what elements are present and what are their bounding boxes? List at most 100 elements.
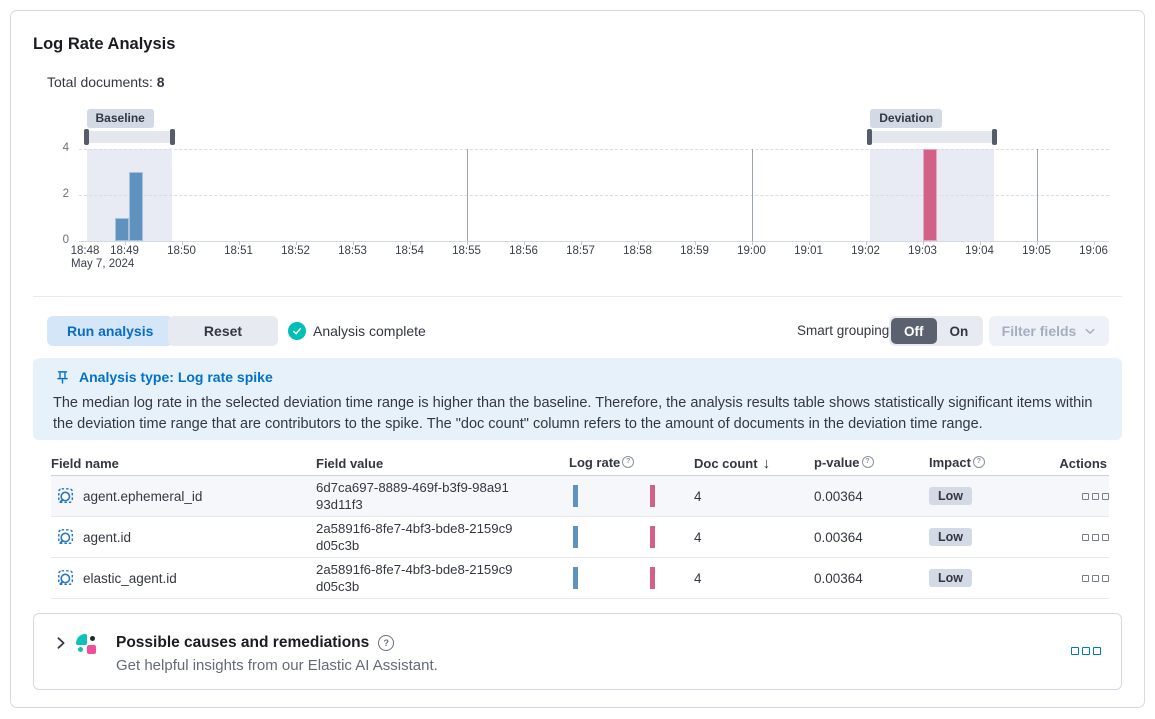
x-tick-label: 19:05	[1022, 245, 1051, 257]
section-divider	[33, 296, 1122, 297]
log-rate-mini-chart	[569, 483, 665, 509]
field-name: elastic_agent.id	[83, 570, 177, 586]
filter-fields-button[interactable]: Filter fields	[989, 316, 1109, 346]
baseline-mini-bar	[573, 485, 578, 507]
chevron-right-icon[interactable]	[54, 636, 68, 650]
question-icon[interactable]: ?	[378, 635, 395, 651]
page-title: Log Rate Analysis	[33, 35, 176, 53]
analysis-type-callout: Analysis type: Log rate spike The median…	[33, 358, 1122, 440]
callout-body: The median log rate in the selected devi…	[53, 395, 1093, 432]
baseline-brush[interactable]	[83, 129, 175, 145]
col-field-value[interactable]: Field value	[316, 456, 384, 471]
log-rate-mini-chart	[569, 565, 665, 591]
axis-tick	[979, 241, 981, 245]
total-documents-label: Total documents:	[47, 74, 153, 90]
baseline-badge[interactable]: Baseline	[86, 109, 154, 128]
insights-actions-menu-icon[interactable]	[1071, 647, 1101, 655]
doc-count-value: 4	[694, 488, 702, 504]
baseline-bar	[115, 218, 129, 241]
p-value: 0.00364	[814, 529, 863, 545]
x-tick-label: 19:03	[908, 245, 937, 257]
deviation-badge[interactable]: Deviation	[870, 109, 943, 128]
deviation-brush-handle[interactable]	[991, 129, 997, 145]
x-tick-label: 18:54	[395, 245, 424, 257]
gridline	[79, 149, 1109, 150]
field-search-icon[interactable]	[57, 487, 75, 505]
total-documents-value: 8	[156, 74, 165, 90]
field-search-icon[interactable]	[57, 569, 75, 587]
axis-tick	[409, 241, 411, 245]
doc-count-value: 4	[694, 529, 702, 545]
baseline-mini-bar	[573, 567, 578, 589]
x-tick-label: 18:55	[452, 245, 481, 257]
doc-count-value: 4	[694, 570, 702, 586]
axis-tick	[181, 241, 183, 245]
gridline	[1036, 149, 1038, 241]
x-tick-label: 18:49	[110, 245, 139, 257]
field-value: 2a5891f6-8fe7-4bf3-bde8-2159c9d05c3b	[316, 521, 513, 553]
x-tick-label: 18:50	[167, 245, 196, 257]
table-row: agent.ephemeral_id 6d7ca697-8889-469f-b3…	[51, 476, 1109, 517]
col-field-name[interactable]: Field name	[51, 456, 119, 471]
smart-grouping-on-button[interactable]: On	[937, 318, 982, 344]
deviation-mini-bar	[650, 485, 655, 507]
ai-assistant-icon	[76, 634, 96, 654]
col-doc-count[interactable]: Doc count ↓	[694, 455, 771, 472]
axis-tick	[1093, 241, 1095, 245]
sort-desc-icon: ↓	[762, 455, 771, 472]
x-tick-label: 18:51	[224, 245, 253, 257]
x-tick-label: 18:52	[281, 245, 310, 257]
smart-grouping-off-button[interactable]: Off	[891, 318, 937, 344]
table-header-row: Field name Field value Log rate? Doc cou…	[51, 452, 1109, 476]
question-icon[interactable]: ?	[622, 455, 635, 468]
deviation-mini-bar	[650, 567, 655, 589]
question-icon[interactable]: ?	[861, 455, 874, 468]
axis-tick	[808, 241, 810, 245]
x-tick-label: 19:02	[851, 245, 880, 257]
baseline-brush-handle[interactable]	[83, 129, 89, 145]
log-rate-analysis-panel: Log Rate Analysis Total documents: 8 May…	[10, 10, 1145, 708]
x-tick-label: 19:00	[737, 245, 766, 257]
y-tick-label: 4	[62, 142, 69, 154]
question-icon[interactable]: ?	[972, 455, 985, 468]
impact-badge: Low	[929, 528, 972, 546]
total-documents: Total documents: 8	[47, 74, 165, 90]
axis-tick	[580, 241, 582, 245]
gridline	[751, 149, 753, 241]
run-analysis-button[interactable]: Run analysis	[47, 316, 174, 346]
chevron-down-icon	[1085, 328, 1095, 334]
insights-title[interactable]: Possible causes and remediations ?	[116, 634, 395, 652]
table-row: agent.id 2a5891f6-8fe7-4bf3-bde8-2159c9d…	[51, 517, 1109, 558]
axis-tick	[295, 241, 297, 245]
chart-date-label: May 7, 2024	[71, 258, 135, 270]
axis-tick	[922, 241, 924, 245]
field-search-icon[interactable]	[57, 528, 75, 546]
row-actions-menu-icon[interactable]	[1082, 574, 1109, 582]
deviation-brush-handle[interactable]	[867, 129, 873, 145]
field-name: agent.id	[83, 529, 132, 545]
axis-tick	[466, 241, 468, 245]
x-tick-label: 18:57	[566, 245, 595, 257]
callout-title: Analysis type: Log rate spike	[79, 369, 273, 385]
analysis-status: Analysis complete	[313, 323, 426, 339]
row-actions-menu-icon[interactable]	[1082, 533, 1109, 541]
baseline-mini-bar	[573, 526, 578, 548]
smart-grouping-label: Smart grouping	[797, 323, 890, 338]
col-p-value[interactable]: p-value?	[814, 455, 929, 472]
reset-button[interactable]: Reset	[168, 316, 278, 346]
insights-panel: Possible causes and remediations ? Get h…	[33, 613, 1122, 690]
deviation-brush[interactable]	[867, 129, 997, 145]
axis-tick	[865, 241, 867, 245]
row-actions-menu-icon[interactable]	[1082, 492, 1109, 500]
x-tick-label: 18:48	[70, 245, 100, 257]
x-tick-label: 19:04	[965, 245, 994, 257]
axis-tick	[124, 241, 126, 245]
col-impact[interactable]: Impact?	[929, 455, 1051, 472]
x-tick-label: 18:58	[623, 245, 652, 257]
y-tick-label: 0	[62, 234, 69, 246]
baseline-brush-handle[interactable]	[170, 129, 175, 145]
insights-subtitle: Get helpful insights from our Elastic AI…	[116, 657, 438, 674]
smart-grouping-toggle: Off On	[889, 316, 984, 346]
col-log-rate[interactable]: Log rate?	[569, 455, 694, 472]
x-tick-label: 19:01	[794, 245, 823, 257]
